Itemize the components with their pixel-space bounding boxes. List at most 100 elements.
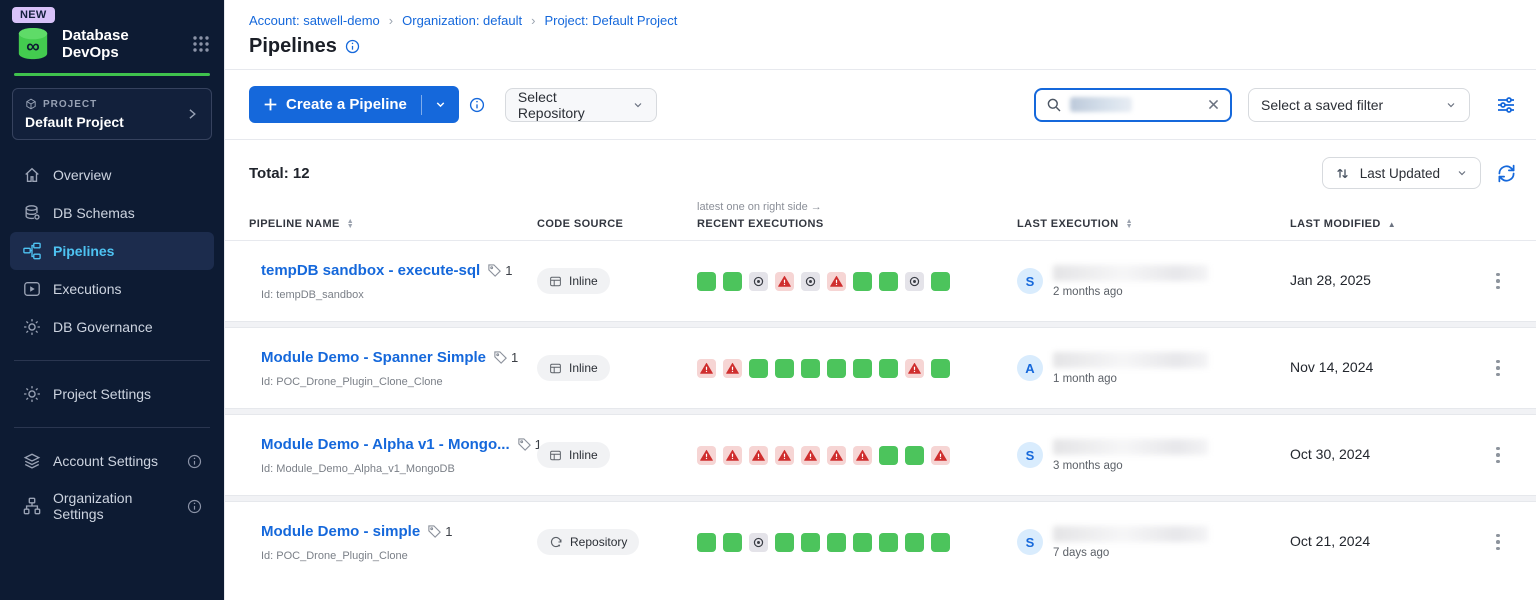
row-menu-kebab-icon[interactable] <box>1480 356 1516 381</box>
sidebar-item-project-settings[interactable]: Project Settings <box>10 375 214 413</box>
breadcrumb-link[interactable]: Project: Default Project <box>544 13 678 28</box>
execution-status-success[interactable] <box>749 358 768 378</box>
execution-status-success[interactable] <box>853 532 872 552</box>
sidebar-item-account-settings[interactable]: Account Settings <box>10 442 214 480</box>
execution-status-success[interactable] <box>827 358 846 378</box>
tag-count: 1 <box>511 349 519 365</box>
execution-status-success[interactable] <box>775 358 794 378</box>
execution-status-success[interactable] <box>827 532 846 552</box>
app-title: Database DevOps <box>62 27 129 61</box>
breadcrumb-link[interactable]: Account: satwell-demo <box>249 13 380 28</box>
execution-status-success[interactable] <box>931 532 950 552</box>
apps-grid-icon[interactable] <box>192 35 210 53</box>
create-pipeline-button[interactable]: Create a Pipeline <box>249 86 459 123</box>
sidebar-item-label: Pipelines <box>53 243 115 259</box>
search-input[interactable] <box>1034 87 1232 122</box>
column-header-pipeline-name[interactable]: Pipeline Name ▲ ▼ <box>249 218 355 230</box>
execution-status-skipped[interactable] <box>749 532 768 552</box>
total-count: Total: 12 <box>249 164 310 182</box>
pipeline-name-link[interactable]: tempDB sandbox - execute-sql <box>261 261 481 279</box>
pipeline-name-link[interactable]: Module Demo - Alpha v1 - Mongo... <box>261 435 510 453</box>
execution-status-failed[interactable] <box>931 445 950 465</box>
info-icon[interactable] <box>345 39 360 54</box>
project-label: PROJECT <box>43 98 98 110</box>
sort-dropdown[interactable]: Last Updated <box>1321 157 1481 189</box>
executor-avatar: S <box>1017 529 1043 555</box>
database-icon <box>22 204 41 222</box>
column-header-last-execution[interactable]: Last Execution ▲ ▼ <box>1017 218 1133 230</box>
execution-status-failed[interactable] <box>723 358 742 378</box>
sidebar-nav-main: Overview DB Schemas Pipelines Executions DB … <box>0 144 224 346</box>
app-logo-database-icon: ∞ <box>14 27 52 61</box>
execution-status-failed[interactable] <box>853 445 872 465</box>
execution-status-success[interactable] <box>801 358 820 378</box>
execution-status-failed[interactable] <box>801 445 820 465</box>
execution-status-skipped[interactable] <box>749 271 768 291</box>
execution-status-failed[interactable] <box>697 445 716 465</box>
saved-filter-dropdown[interactable]: Select a saved filter <box>1248 87 1470 122</box>
row-menu-kebab-icon[interactable] <box>1480 530 1516 555</box>
execution-status-failed[interactable] <box>775 271 794 291</box>
sidebar-item-overview[interactable]: Overview <box>10 156 214 194</box>
info-icon[interactable] <box>187 499 202 514</box>
recent-executions <box>697 445 1017 465</box>
column-header-last-modified[interactable]: Last Modified ▲ <box>1290 218 1397 230</box>
execution-status-failed[interactable] <box>697 358 716 378</box>
row-menu-kebab-icon[interactable] <box>1480 269 1516 294</box>
create-info-icon[interactable] <box>469 97 485 113</box>
execution-status-success[interactable] <box>801 532 820 552</box>
recent-executions <box>697 271 1017 291</box>
gear-icon <box>22 385 41 403</box>
execution-status-failed[interactable] <box>749 445 768 465</box>
execution-status-failed[interactable] <box>827 271 846 291</box>
execution-status-success[interactable] <box>723 532 742 552</box>
brand-divider <box>14 73 210 76</box>
execution-status-success[interactable] <box>697 271 716 291</box>
execution-status-failed[interactable] <box>827 445 846 465</box>
execution-status-success[interactable] <box>775 532 794 552</box>
execution-status-success[interactable] <box>879 445 898 465</box>
execution-status-success[interactable] <box>879 358 898 378</box>
execution-status-success[interactable] <box>853 271 872 291</box>
execution-status-failed[interactable] <box>905 358 924 378</box>
execution-status-success[interactable] <box>931 358 950 378</box>
breadcrumb-separator: › <box>388 13 394 28</box>
sidebar-item-label: Overview <box>53 167 112 183</box>
sidebar-item-pipelines[interactable]: Pipelines <box>10 232 214 270</box>
pipeline-name-link[interactable]: Module Demo - simple <box>261 522 421 540</box>
execution-status-success[interactable] <box>879 532 898 552</box>
table-header: Pipeline Name ▲ ▼ Code Source latest one … <box>225 201 1536 240</box>
execution-status-success[interactable] <box>905 532 924 552</box>
sidebar-item-db-schemas[interactable]: DB Schemas <box>10 194 214 232</box>
execution-status-success[interactable] <box>853 358 872 378</box>
tag-icon <box>493 350 508 365</box>
create-pipeline-dropdown-caret[interactable] <box>422 98 459 111</box>
breadcrumb: Account: satwell-demo › Organization: defa… <box>249 13 1512 28</box>
info-icon[interactable] <box>187 454 202 469</box>
execution-status-success[interactable] <box>697 532 716 552</box>
clear-search-icon[interactable] <box>1207 98 1220 111</box>
execution-status-success[interactable] <box>931 271 950 291</box>
pipeline-name-link[interactable]: Module Demo - Spanner Simple <box>261 348 487 366</box>
project-selector[interactable]: PROJECT Default Project <box>12 88 212 140</box>
sidebar-item-executions[interactable]: Executions <box>10 270 214 308</box>
execution-status-skipped[interactable] <box>801 271 820 291</box>
breadcrumb-link[interactable]: Organization: default <box>402 13 523 28</box>
executor-avatar: S <box>1017 442 1043 468</box>
execution-status-success[interactable] <box>905 445 924 465</box>
refresh-icon[interactable] <box>1497 164 1516 183</box>
sidebar-item-db-governance[interactable]: DB Governance <box>10 308 214 346</box>
sort-icon: ▲ ▼ <box>346 218 355 230</box>
execution-status-failed[interactable] <box>723 445 742 465</box>
last-modified-date: Jan 28, 2025 <box>1290 272 1371 288</box>
pipeline-id: Id: POC_Drone_Plugin_Clone_Clone <box>261 375 443 388</box>
row-menu-kebab-icon[interactable] <box>1480 443 1516 468</box>
execution-status-failed[interactable] <box>775 445 794 465</box>
execution-status-success[interactable] <box>879 271 898 291</box>
execution-status-skipped[interactable] <box>905 271 924 291</box>
execution-status-success[interactable] <box>723 271 742 291</box>
filter-sliders-icon[interactable] <box>1496 95 1516 115</box>
sidebar-item-organization-settings[interactable]: Organization Settings <box>10 480 214 532</box>
recent-executions <box>697 532 1017 552</box>
select-repository-dropdown[interactable]: Select Repository <box>504 87 657 122</box>
